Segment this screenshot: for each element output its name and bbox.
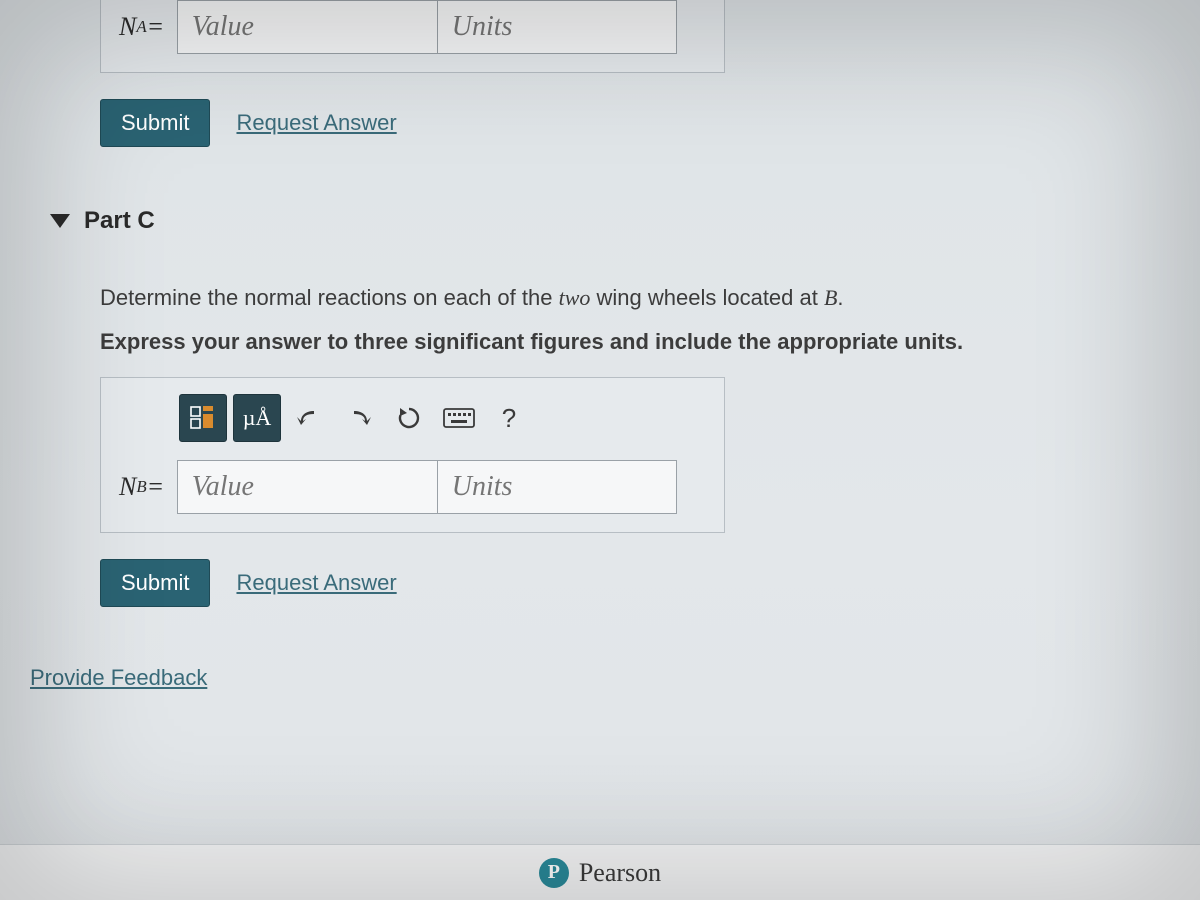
keyboard-icon [443,406,475,430]
templates-icon [189,404,217,432]
units-symbols-button[interactable]: µÅ [233,394,281,442]
variable-label-na: NA = [119,0,177,54]
keyboard-button[interactable] [437,394,481,442]
value-input-nb[interactable] [177,460,437,514]
question-prompt: Determine the normal reactions on each o… [100,281,1120,315]
submit-button[interactable]: Submit [100,559,210,607]
undo-button[interactable] [287,394,331,442]
redo-button[interactable] [337,394,381,442]
pearson-logo-icon: P [539,858,569,888]
collapse-caret-icon[interactable] [50,214,70,228]
redo-icon [344,405,374,431]
provide-feedback-link[interactable]: Provide Feedback [30,665,207,690]
reset-icon [395,404,423,432]
undo-icon [294,405,324,431]
reset-button[interactable] [387,394,431,442]
request-answer-link[interactable]: Request Answer [236,110,396,136]
value-input-na[interactable] [177,0,437,54]
units-input-nb[interactable] [437,460,677,514]
equation-toolbar: µÅ [119,392,706,444]
submit-button[interactable]: Submit [100,99,210,147]
units-input-na[interactable] [437,0,677,54]
templates-button[interactable] [179,394,227,442]
answer-format-hint: Express your answer to three significant… [100,329,1120,355]
help-icon: ? [502,403,516,434]
variable-label-nb: NB = [119,460,177,514]
part-title: Part C [84,207,155,235]
help-button[interactable]: ? [487,394,531,442]
footer: P Pearson [0,844,1200,900]
units-symbols-icon: µÅ [243,405,272,431]
request-answer-link[interactable]: Request Answer [236,570,396,596]
answer-box: µÅ [100,377,725,533]
pearson-brand: Pearson [579,858,661,888]
